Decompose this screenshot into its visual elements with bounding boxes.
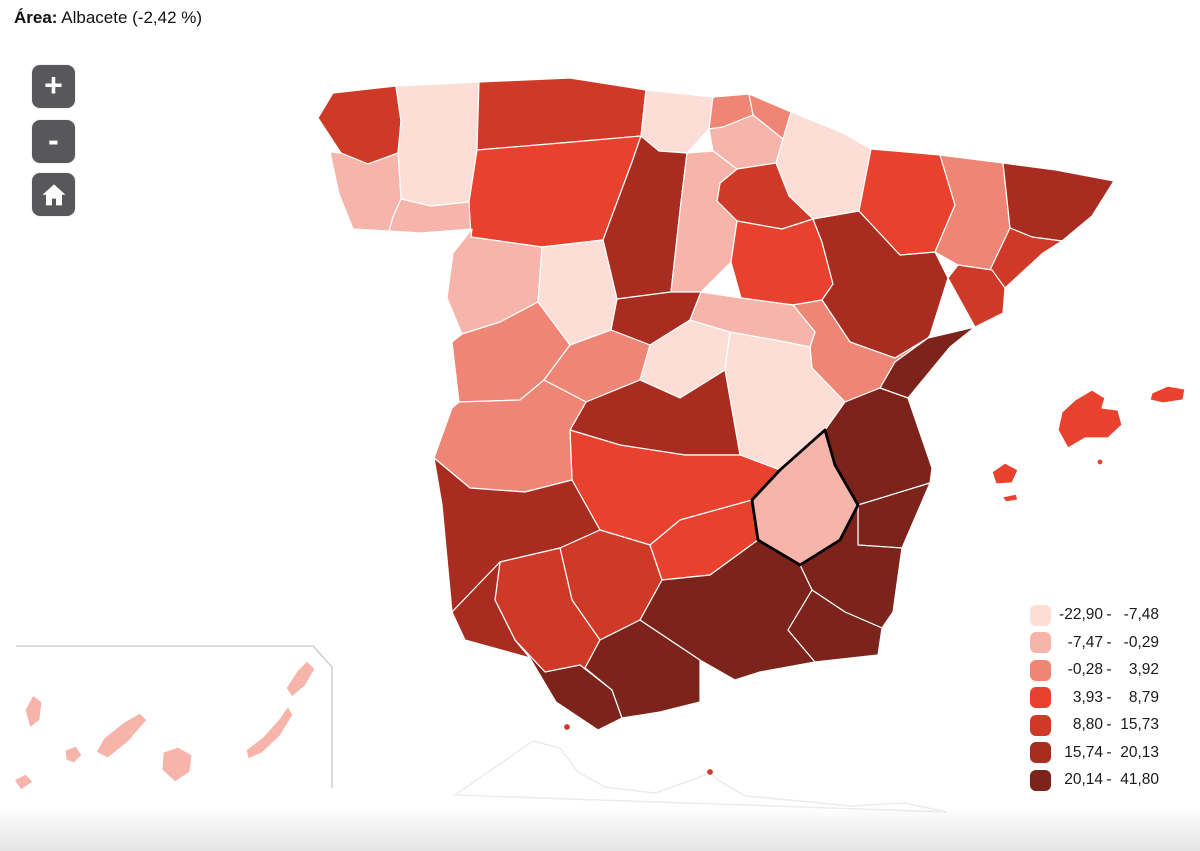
legend-min: -22,90 <box>1059 606 1103 623</box>
island-ibiza[interactable] <box>991 462 1019 485</box>
legend-min: 20,14 <box>1064 771 1103 788</box>
area-label: Área: <box>14 8 58 27</box>
island-la-palma[interactable] <box>24 694 43 729</box>
legend-separator: - <box>1106 688 1112 706</box>
legend-max: 15,73 <box>1120 716 1159 733</box>
island-la-gomera[interactable] <box>64 745 83 764</box>
zoom-out-button[interactable]: - <box>32 120 75 163</box>
legend-row: -7,47 - -0,29 <box>1030 632 1159 654</box>
legend-swatch <box>1030 687 1051 708</box>
legend-min: -0,28 <box>1067 661 1103 678</box>
legend-swatch <box>1030 742 1051 763</box>
island-fuerteventura[interactable] <box>245 705 294 760</box>
legend-min: 8,80 <box>1072 716 1103 733</box>
territory-melilla[interactable] <box>705 767 715 777</box>
legend-swatch <box>1030 714 1051 736</box>
island-gran-canaria[interactable] <box>161 746 193 783</box>
legend-row: 15,74 - 20,13 <box>1030 742 1159 764</box>
legend-min: 3,93 <box>1072 688 1103 706</box>
legend-separator: - <box>1106 771 1112 788</box>
island-cabrera[interactable] <box>1096 458 1104 466</box>
legend-row: 20,14 - 41,80 <box>1030 769 1159 791</box>
legend-separator: - <box>1106 716 1112 733</box>
page-title: Área: Albacete (-2,42 %) <box>14 8 202 28</box>
legend-separator: - <box>1106 633 1112 651</box>
legend-separator: - <box>1106 606 1112 623</box>
legend-max: -0,29 <box>1123 633 1159 651</box>
province-girona[interactable] <box>1002 162 1115 242</box>
provinces-layer <box>13 77 1186 791</box>
canary-inset-border <box>16 645 333 788</box>
province-almeria[interactable] <box>787 589 883 663</box>
legend-separator: - <box>1106 661 1112 678</box>
legend-row: 3,93 - 8,79 <box>1030 687 1159 709</box>
province-tarragona[interactable] <box>947 264 1006 328</box>
home-button[interactable] <box>32 173 75 216</box>
island-tenerife[interactable] <box>95 712 148 759</box>
island-el-hierro[interactable] <box>13 773 34 791</box>
legend-swatch <box>1030 604 1051 626</box>
legend-row: -22,90 - -7,48 <box>1030 604 1159 626</box>
legend-max: 8,79 <box>1128 688 1159 706</box>
zoom-in-button[interactable]: + <box>32 65 75 108</box>
legend-swatch <box>1030 769 1051 791</box>
island-mallorca[interactable] <box>1057 389 1123 449</box>
bottom-gradient <box>0 807 1200 851</box>
territory-ceuta[interactable] <box>562 722 572 732</box>
plus-icon: + <box>44 66 63 103</box>
area-value: Albacete (-2,42 %) <box>61 8 203 27</box>
legend-max: 41,80 <box>1120 771 1159 788</box>
island-lanzarote[interactable] <box>285 660 316 698</box>
home-icon <box>42 183 65 205</box>
island-formentera[interactable] <box>1001 493 1019 503</box>
legend-separator: - <box>1106 743 1112 761</box>
legend-row: -0,28 - 3,92 <box>1030 659 1159 681</box>
legend-min: 15,74 <box>1064 743 1103 761</box>
legend-swatch <box>1030 659 1051 681</box>
province-ourense[interactable] <box>388 198 473 234</box>
legend: -22,90 - -7,48 -7,47 - -0,29 -0,28 - 3,9… <box>1030 604 1159 797</box>
province-albacete-selected[interactable] <box>750 428 860 567</box>
legend-max: 20,13 <box>1120 743 1159 761</box>
province-cantabria[interactable] <box>640 89 714 154</box>
minus-icon: - <box>48 121 59 158</box>
province-pontevedra[interactable] <box>329 151 402 232</box>
africa-coastline <box>452 740 948 813</box>
legend-swatch <box>1030 632 1051 653</box>
province-lugo[interactable] <box>395 81 480 207</box>
legend-max: 3,92 <box>1128 661 1159 678</box>
legend-min: -7,47 <box>1067 633 1103 651</box>
legend-max: -7,48 <box>1123 606 1159 623</box>
legend-row: 8,80 - 15,73 <box>1030 714 1159 736</box>
province-malaga[interactable] <box>584 619 701 719</box>
island-menorca[interactable] <box>1149 385 1186 404</box>
